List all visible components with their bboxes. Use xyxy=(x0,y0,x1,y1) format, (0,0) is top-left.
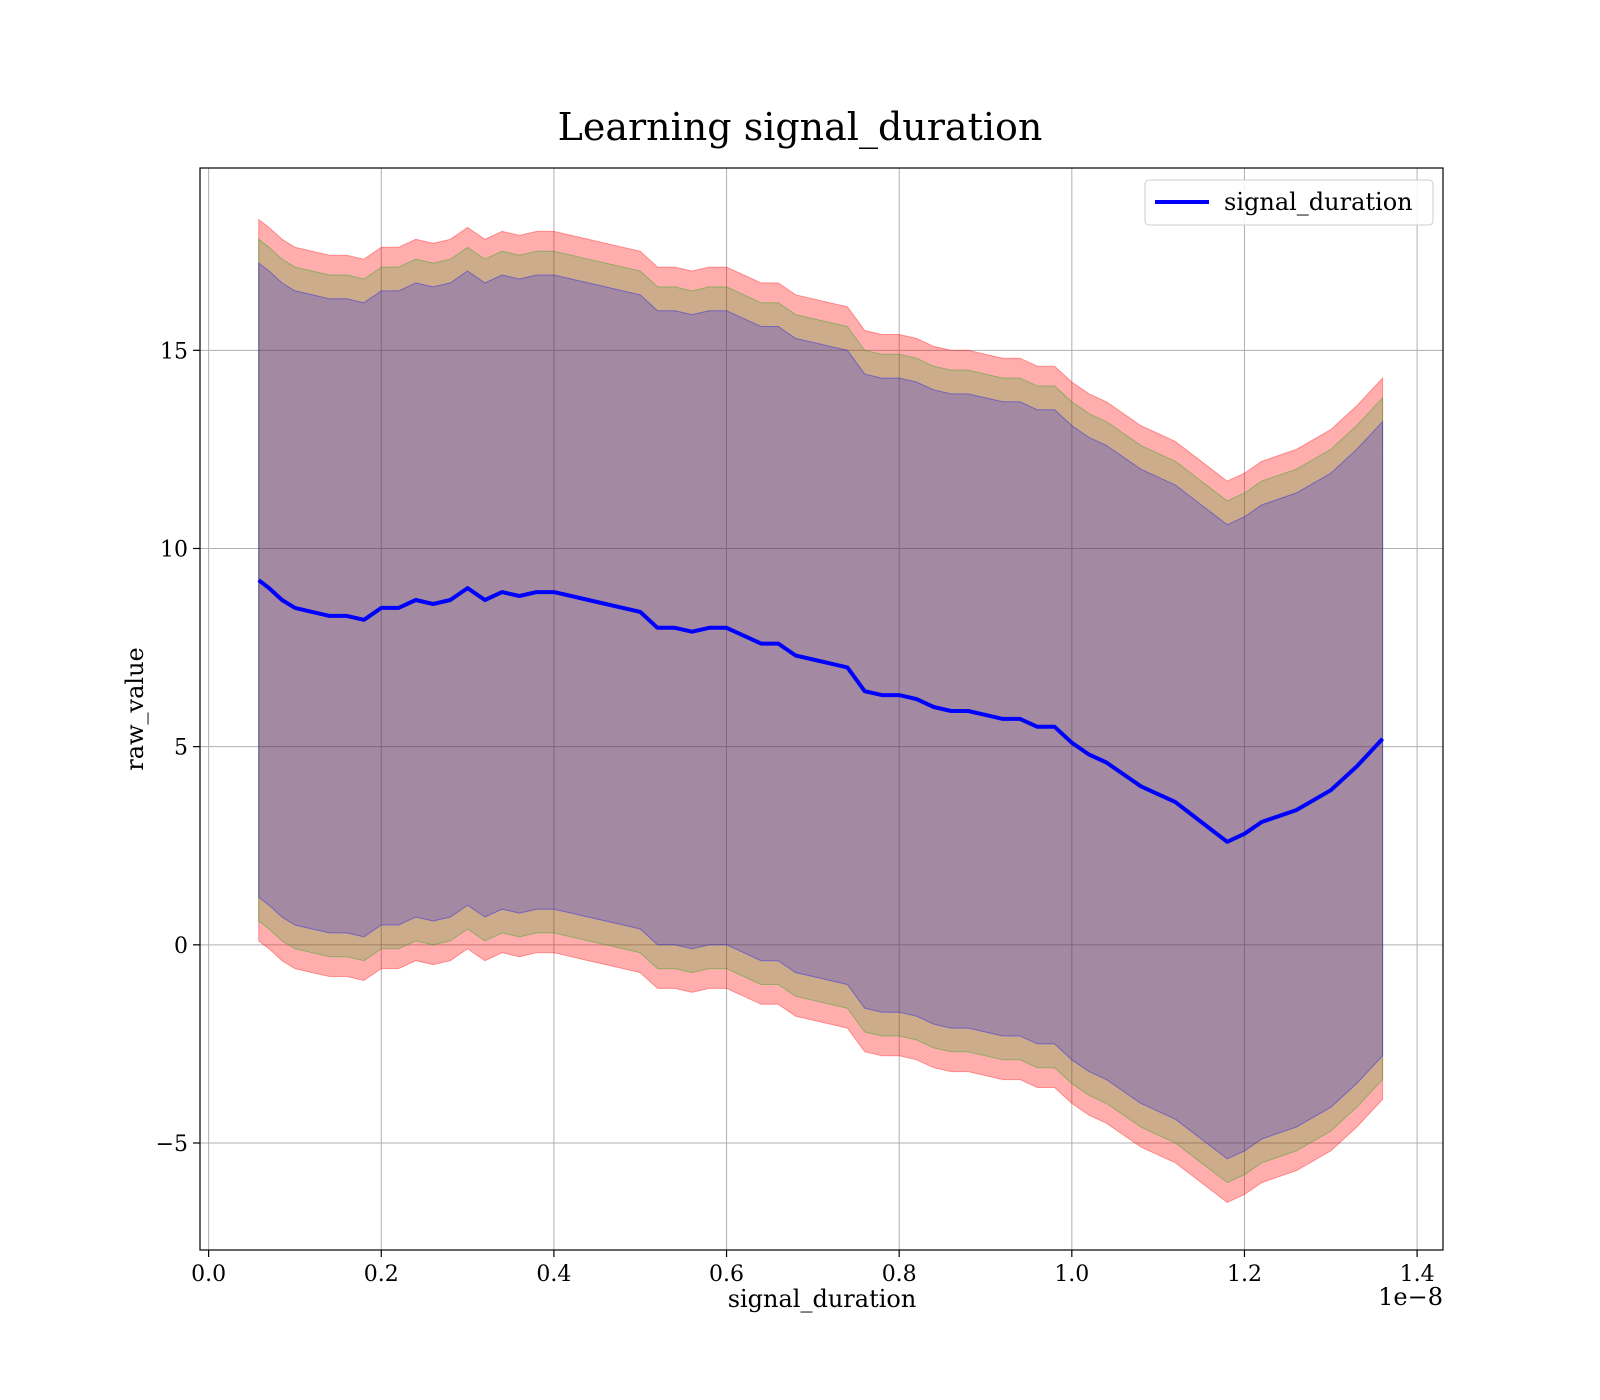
legend-label: signal_duration xyxy=(1224,188,1413,216)
x-tick-label: 1.0 xyxy=(1054,1262,1089,1287)
x-axis-offset-label: 1e−8 xyxy=(1378,1283,1443,1311)
x-tick-label: 1.4 xyxy=(1400,1262,1435,1287)
legend: signal_duration xyxy=(1144,179,1434,226)
legend-box xyxy=(1144,179,1434,226)
uncertainty-bands xyxy=(258,218,1384,1203)
y-tick-label: −5 xyxy=(156,1132,188,1157)
chart-title: Learning signal_duration xyxy=(558,105,1043,150)
confidence-band xyxy=(258,262,1384,1160)
x-tick-label: 0.6 xyxy=(709,1262,744,1287)
plot-frame xyxy=(199,167,1444,1251)
x-axis-label: signal_duration xyxy=(728,1285,917,1313)
y-axis-ticks: −5 0 5 10 15 xyxy=(156,339,200,1157)
y-tick-label: 5 xyxy=(174,736,188,761)
x-tick-label: 0.2 xyxy=(364,1262,399,1287)
grid xyxy=(200,168,1443,1250)
confidence-band xyxy=(258,238,1384,1184)
x-tick-label: 1.2 xyxy=(1227,1262,1262,1287)
y-axis-label: raw_value xyxy=(121,647,149,771)
x-axis-ticks: 0.0 0.2 0.4 0.6 0.8 1.0 1.2 1.4 xyxy=(191,1250,1435,1287)
y-tick-label: 15 xyxy=(160,339,188,364)
confidence-band xyxy=(258,218,1384,1203)
y-tick-label: 0 xyxy=(174,934,188,959)
x-tick-label: 0.0 xyxy=(191,1262,226,1287)
y-tick-label: 10 xyxy=(160,537,188,562)
x-tick-label: 0.4 xyxy=(536,1262,571,1287)
x-tick-label: 0.8 xyxy=(882,1262,917,1287)
series-lines xyxy=(257,578,1385,844)
series-line-signal-duration xyxy=(257,578,1385,844)
